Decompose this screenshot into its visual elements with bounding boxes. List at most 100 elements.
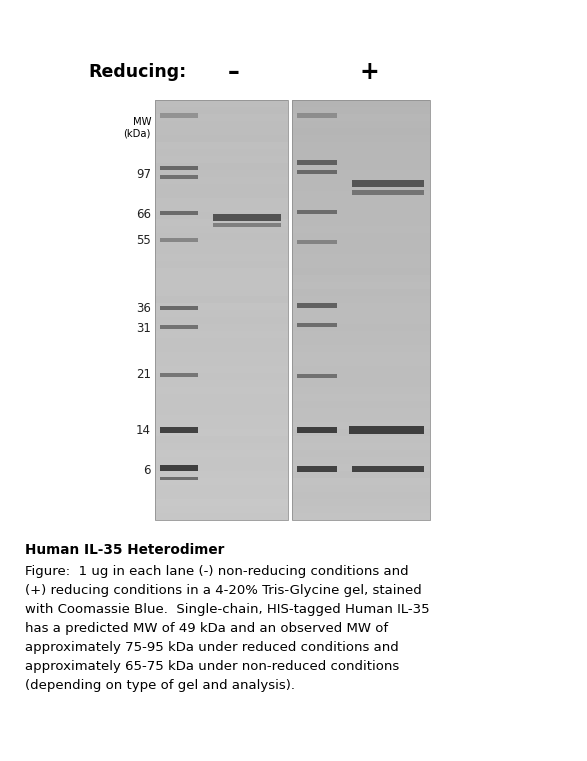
Bar xyxy=(155,422,288,429)
Bar xyxy=(160,113,198,117)
Text: with Coomassie Blue.  Single-chain, HIS-tagged Human IL-35: with Coomassie Blue. Single-chain, HIS-t… xyxy=(25,603,430,616)
Bar xyxy=(292,470,430,478)
Text: 66: 66 xyxy=(136,209,151,221)
Bar xyxy=(352,466,424,472)
Bar xyxy=(292,100,430,520)
Bar xyxy=(155,163,288,170)
Bar xyxy=(292,120,430,128)
Text: Human IL-35 Heterodimer: Human IL-35 Heterodimer xyxy=(25,543,224,557)
Bar xyxy=(155,505,288,513)
Bar xyxy=(297,323,337,327)
Bar xyxy=(155,323,288,331)
Bar xyxy=(155,113,288,121)
Bar xyxy=(155,407,288,415)
Bar xyxy=(155,253,288,261)
Bar xyxy=(155,512,288,520)
Bar xyxy=(155,247,288,254)
Text: (depending on type of gel and analysis).: (depending on type of gel and analysis). xyxy=(25,679,295,692)
Text: +: + xyxy=(359,60,379,84)
Bar xyxy=(292,498,430,506)
Bar xyxy=(292,295,430,303)
Bar xyxy=(160,325,198,329)
Bar xyxy=(292,345,430,352)
Bar xyxy=(292,128,430,135)
Text: 21: 21 xyxy=(136,368,151,381)
Text: approximately 75-95 kDa under reduced conditions and: approximately 75-95 kDa under reduced co… xyxy=(25,641,399,654)
Bar xyxy=(292,163,430,170)
Bar xyxy=(292,253,430,261)
Text: approximately 65-75 kDa under non-reduced conditions: approximately 65-75 kDa under non-reduce… xyxy=(25,660,399,673)
Bar xyxy=(297,210,337,214)
Bar xyxy=(213,223,281,227)
Bar xyxy=(160,306,198,310)
Bar xyxy=(155,142,288,149)
Bar xyxy=(292,505,430,513)
Bar xyxy=(155,275,288,282)
Text: Reducing:: Reducing: xyxy=(88,63,186,81)
Bar xyxy=(292,190,430,198)
Bar xyxy=(352,180,424,186)
Bar xyxy=(155,135,288,142)
Bar xyxy=(155,155,288,163)
Bar xyxy=(292,393,430,401)
Bar xyxy=(155,477,288,485)
Bar xyxy=(292,113,430,121)
Bar xyxy=(155,295,288,303)
Bar xyxy=(292,463,430,471)
Bar xyxy=(160,166,198,170)
Bar xyxy=(155,120,288,128)
Text: 14: 14 xyxy=(136,424,151,437)
Bar xyxy=(292,233,430,240)
Bar xyxy=(292,268,430,275)
Bar xyxy=(297,160,337,164)
Bar xyxy=(160,211,198,215)
Bar xyxy=(155,183,288,191)
Bar xyxy=(155,148,288,156)
Bar xyxy=(292,198,430,205)
Bar xyxy=(155,358,288,366)
Bar xyxy=(292,317,430,324)
Text: –: – xyxy=(228,60,239,84)
Bar xyxy=(155,372,288,380)
Bar xyxy=(155,498,288,506)
Bar xyxy=(155,268,288,275)
Bar xyxy=(155,442,288,450)
Text: 6: 6 xyxy=(143,463,151,476)
Bar xyxy=(155,337,288,345)
Bar xyxy=(292,212,430,219)
Bar xyxy=(292,422,430,429)
Bar xyxy=(155,288,288,296)
Bar xyxy=(155,233,288,240)
Bar xyxy=(213,214,281,221)
Bar xyxy=(292,323,430,331)
Bar xyxy=(155,435,288,443)
Bar xyxy=(292,183,430,191)
Bar xyxy=(292,148,430,156)
Text: 36: 36 xyxy=(136,301,151,314)
Bar xyxy=(292,337,430,345)
Bar xyxy=(155,100,288,520)
Bar xyxy=(292,310,430,317)
Bar xyxy=(297,374,337,378)
Bar xyxy=(155,100,288,520)
Bar xyxy=(292,415,430,422)
Bar xyxy=(292,400,430,408)
Bar xyxy=(155,225,288,233)
Bar xyxy=(155,240,288,247)
Bar xyxy=(292,247,430,254)
Bar xyxy=(155,330,288,338)
Bar xyxy=(292,100,430,107)
Bar xyxy=(292,477,430,485)
Bar xyxy=(155,100,288,107)
Bar xyxy=(155,212,288,219)
Text: (+) reducing conditions in a 4-20% Tris-Glycine gel, stained: (+) reducing conditions in a 4-20% Tris-… xyxy=(25,584,421,597)
Bar xyxy=(155,492,288,499)
Bar xyxy=(292,435,430,443)
Bar xyxy=(292,218,430,226)
Bar xyxy=(292,240,430,247)
Bar xyxy=(155,128,288,135)
Text: 97: 97 xyxy=(136,168,151,182)
Bar xyxy=(292,170,430,177)
Bar xyxy=(155,282,288,289)
Bar xyxy=(292,485,430,492)
